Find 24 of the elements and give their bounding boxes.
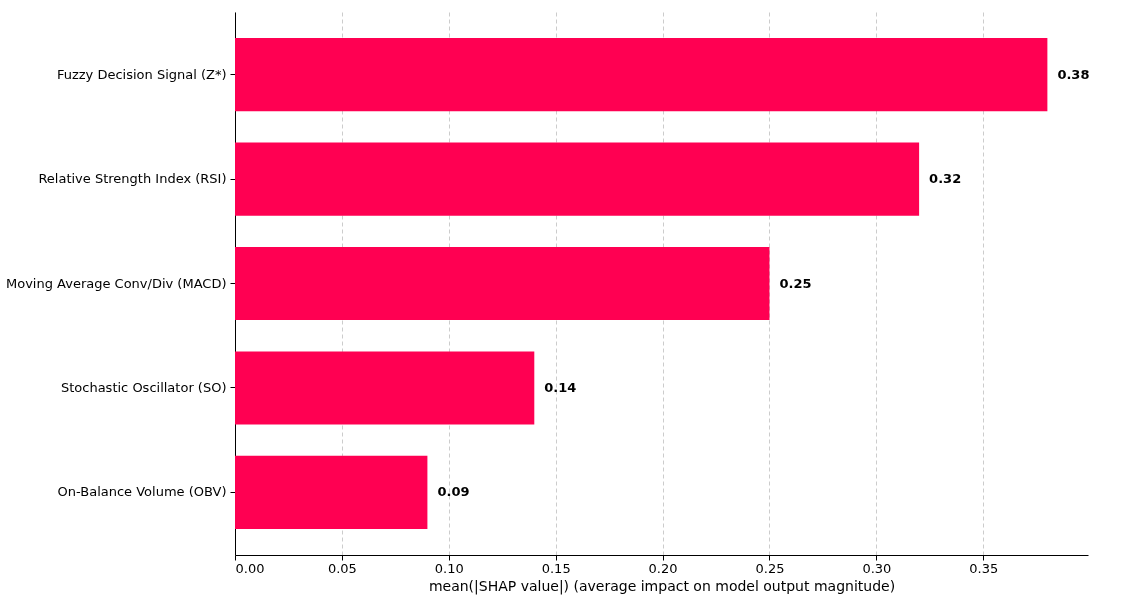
x-tick-label: 0.05 [327,560,357,576]
bar [235,455,428,529]
x-tick-label: 0.15 [541,560,571,576]
x-tick-label: 0.00 [235,560,265,576]
data-label: 0.09 [437,484,470,500]
x-tick-label: 0.30 [862,560,892,576]
data-label: 0.25 [779,275,812,291]
data-label: 0.38 [1057,66,1090,82]
x-tick-label: 0.25 [755,560,785,576]
bar [235,246,770,321]
bar [235,351,535,425]
y-tick-label: Stochastic Oscillator (SO) [60,379,227,395]
y-tick-label: Relative Strength Index (RSI) [38,171,227,187]
y-tick-label: Moving Average Conv/Div (MACD) [5,275,227,291]
bar [235,142,920,216]
data-label: 0.14 [544,379,577,395]
x-tick-label: 0.35 [969,560,999,576]
x-tick-label: 0.10 [434,560,464,576]
x-axis-title: mean(|SHAP value|) (average impact on model output magnitude) [428,577,896,595]
y-tick-label: Fuzzy Decision Signal (Z*) [56,66,227,82]
data-label: 0.32 [929,171,962,187]
bar [235,38,1048,112]
y-tick-label: On-Balance Volume (OBV) [57,484,227,500]
x-tick-label: 0.20 [648,560,678,576]
